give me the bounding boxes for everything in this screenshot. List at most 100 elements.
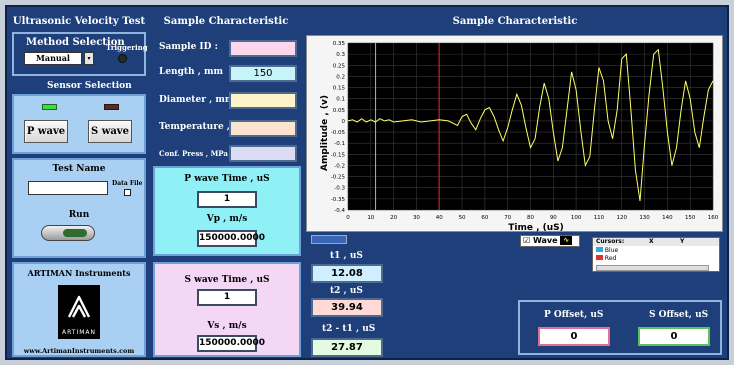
data-file-checkbox[interactable] [124, 189, 131, 196]
vs-field: 150000.0000 [197, 335, 265, 352]
y-tick-label: -0.15 [331, 152, 346, 158]
p-offset-field[interactable]: 0 [538, 327, 610, 346]
s-wave-led [104, 104, 119, 110]
cursor-blue-swatch [596, 247, 603, 252]
dt-label: t2 - t1 , uS [322, 324, 376, 334]
x-tick-label: 140 [662, 215, 673, 221]
sample-header: Sample Characteristic [163, 16, 289, 27]
s-wave-button[interactable]: S wave [88, 120, 132, 143]
t2-label: t2 , uS [330, 286, 363, 296]
cursor-col-name: Cursors: [596, 238, 625, 245]
x-tick-label: 110 [594, 215, 605, 221]
cursor-red-swatch [596, 255, 603, 260]
artiman-logo: ARTIMAN [58, 285, 100, 339]
waveform-trace [347, 48, 714, 202]
s-offset-field[interactable]: 0 [638, 327, 710, 346]
diameter-field[interactable] [229, 92, 297, 109]
wave-legend[interactable]: ☑ Wave ∿ [520, 235, 580, 247]
brand-url[interactable]: www.ArtimanInstruments.com [23, 347, 135, 355]
y-tick-label: -0.25 [331, 175, 346, 181]
cursor-lines [375, 43, 440, 210]
x-tick-label: 80 [527, 215, 534, 221]
x-tick-label: 70 [504, 215, 511, 221]
x-tick-label: 120 [617, 215, 628, 221]
sample-id-label: Sample ID : [159, 42, 218, 52]
conf-press-field[interactable] [229, 145, 297, 162]
method-select[interactable]: Manual [24, 52, 82, 65]
test-name-input[interactable] [28, 181, 108, 195]
length-field[interactable]: 150 [229, 65, 297, 82]
x-axis-label: Time , (uS) [508, 223, 564, 232]
triggering-label: Triggering [106, 43, 148, 52]
vs-label: Vs , m/s [207, 321, 247, 331]
cursor-blue-label: Blue [604, 247, 619, 254]
run-toggle-knob [63, 229, 87, 237]
x-ticks: 0 10 20 30 40 50 60 70 80 90 100 110 120 130 140 150 160 [346, 215, 718, 221]
method-select-value: Manual [36, 53, 70, 63]
wave-legend-label: Wave [532, 236, 558, 245]
y-tick-label: -0.3 [334, 186, 345, 192]
x-tick-label: 150 [685, 215, 696, 221]
y-tick-label: 0.05 [333, 108, 346, 114]
y-tick-label: 0 [342, 119, 346, 125]
x-tick-label: 0 [346, 215, 350, 221]
y-tick-label: -0.05 [331, 130, 346, 136]
t1-field: 12.08 [311, 264, 383, 283]
length-label: Length , mm [159, 67, 224, 77]
x-tick-label: 160 [708, 215, 719, 221]
temperature-field[interactable] [229, 120, 297, 137]
swave-time-field[interactable]: 1 [197, 289, 257, 306]
y-tick-label: 0.1 [336, 97, 345, 103]
p-offset-label: P Offset, uS [544, 310, 604, 320]
y-tick-label: -0.2 [334, 163, 345, 169]
run-label: Run [68, 210, 90, 220]
cursor-table-header: Cursors: X Y [593, 238, 719, 246]
data-file-label: Data File [112, 180, 143, 187]
cursor-item-blue[interactable]: Blue [596, 247, 618, 254]
x-tick-label: 130 [639, 215, 650, 221]
temperature-label: Temperature , C [159, 122, 241, 132]
y-tick-label: 0.2 [336, 74, 345, 80]
p-wave-button[interactable]: P wave [24, 120, 68, 143]
chart-header: Sample Characteristic [452, 16, 578, 27]
swave-time-label: S wave Time , uS [184, 275, 270, 285]
s-offset-label: S Offset, uS [649, 310, 709, 320]
dt-field: 27.87 [311, 338, 383, 357]
y-tick-label: 0.15 [333, 86, 346, 92]
test-panel [12, 158, 146, 258]
sample-id-field[interactable] [229, 40, 297, 57]
method-title: Method Selection [26, 37, 125, 48]
y-axis-label: Amplitude , (v) [320, 95, 330, 171]
y-ticks: 0.35 0.3 0.25 0.2 0.15 0.1 0.05 0 -0.05 -0.1 -0.15… [331, 41, 346, 214]
t2-field: 39.94 [311, 298, 383, 317]
conf-press-label: Conf. Press , MPa [159, 149, 228, 158]
x-tick-label: 40 [436, 215, 443, 221]
vp-label: Vp , m/s [206, 214, 248, 224]
cursor-col-x: X [649, 238, 654, 245]
diameter-label: Diameter , mm [159, 95, 235, 105]
pwave-time-field[interactable]: 1 [197, 191, 257, 208]
t1-label: t1 , uS [330, 251, 363, 261]
triggering-led [118, 54, 127, 63]
y-tick-label: 0.3 [336, 52, 345, 58]
x-tick-label: 30 [413, 215, 420, 221]
waveform-chart[interactable]: 0.35 0.3 0.25 0.2 0.15 0.1 0.05 0 -0.05 -0.1 -0.15… [306, 35, 723, 232]
y-tick-label: -0.1 [334, 141, 345, 147]
y-tick-label: -0.35 [331, 197, 346, 203]
plot-grid [347, 42, 714, 211]
x-tick-label: 20 [390, 215, 397, 221]
sensor-title: Sensor Selection [47, 81, 132, 91]
x-tick-label: 10 [367, 215, 374, 221]
cursor-item-red[interactable]: Red [596, 255, 616, 262]
cursor-scrollbar[interactable] [596, 265, 709, 271]
p-wave-led [42, 104, 57, 110]
chevron-down-icon[interactable]: ▾ [84, 52, 94, 65]
y-tick-label: -0.4 [334, 208, 345, 214]
x-tick-label: 100 [571, 215, 582, 221]
x-tick-label: 50 [459, 215, 466, 221]
y-tick-label: 0.35 [333, 41, 346, 47]
cursor-col-y: Y [680, 238, 685, 245]
graph-tools[interactable] [311, 235, 347, 244]
brand-title: ARTIMAN Instruments [27, 268, 131, 278]
vp-field: 150000.0000 [197, 230, 265, 247]
